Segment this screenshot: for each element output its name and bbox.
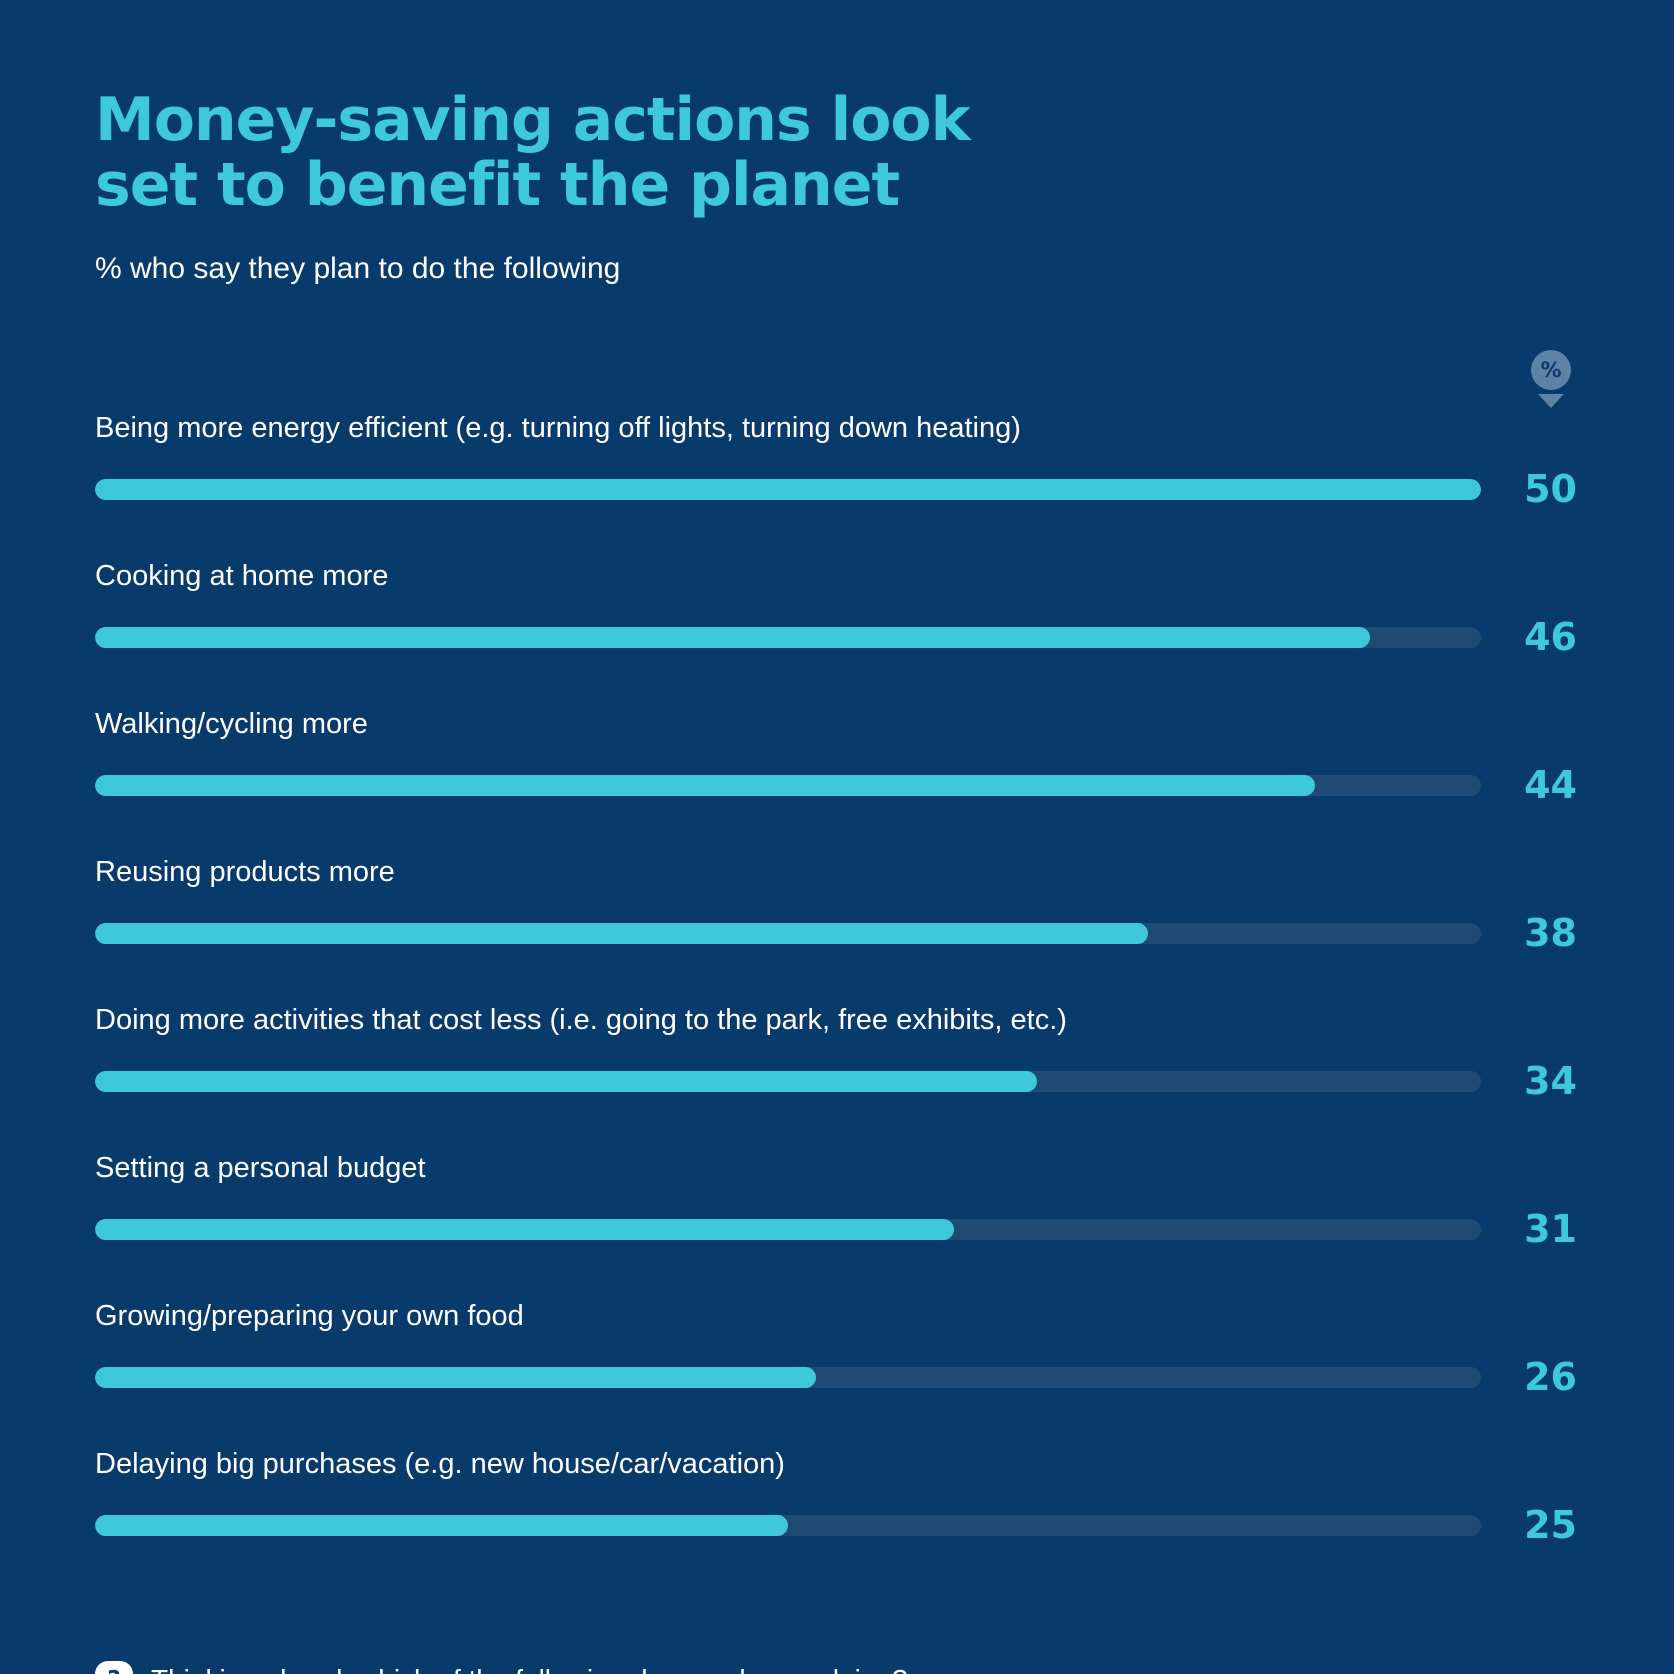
- bar-track-line: 50: [95, 467, 1577, 511]
- bar-track: [95, 1218, 1481, 1240]
- bar-fill: [95, 1070, 1038, 1092]
- page-title: Money-saving actions look set to benefit …: [95, 88, 1577, 218]
- bar-value: 26: [1524, 1355, 1577, 1399]
- bar-track: [95, 1070, 1481, 1092]
- bar-value: 46: [1524, 615, 1577, 659]
- bar-label: Delaying big purchases (e.g. new house/c…: [95, 1448, 785, 1480]
- bar-track: [95, 774, 1481, 796]
- bar-track: [95, 478, 1481, 500]
- bar-value: 34: [1524, 1059, 1577, 1103]
- bar-label: Reusing products more: [95, 856, 395, 888]
- bar-track: [95, 1514, 1481, 1536]
- bar-row: Reusing products more 38: [95, 854, 1577, 955]
- bar-track-line: 38: [95, 911, 1577, 955]
- bar-label: Cooking at home more: [95, 560, 389, 592]
- bar-value: 31: [1524, 1207, 1577, 1251]
- bar-fill: [95, 626, 1371, 648]
- question-mark-icon: ?: [95, 1661, 133, 1674]
- bar-value: 50: [1524, 467, 1577, 511]
- percent-pin-icon: %: [1503, 350, 1599, 408]
- bar-fill: [95, 922, 1149, 944]
- bar-row: Cooking at home more 46: [95, 558, 1577, 659]
- bar-label: Doing more activities that cost less (i.…: [95, 1004, 1067, 1036]
- question-glyph: ?: [107, 1667, 120, 1674]
- bar-fill: [95, 1514, 788, 1536]
- bar-track: [95, 1366, 1481, 1388]
- bar-label: Being more energy efficient (e.g. turnin…: [95, 412, 1021, 444]
- bar-track-line: 26: [95, 1355, 1577, 1399]
- bar-label: Setting a personal budget: [95, 1152, 426, 1184]
- bar-track-line: 46: [95, 615, 1577, 659]
- bar-row: Doing more activities that cost less (i.…: [95, 1002, 1577, 1103]
- bar-track: [95, 626, 1481, 648]
- bar-row: Delaying big purchases (e.g. new house/c…: [95, 1446, 1577, 1547]
- title-line-2: set to benefit the planet: [95, 150, 900, 220]
- footer: ? Thinking ahead, which of the following…: [95, 1661, 1577, 1674]
- bar-row: Setting a personal budget 31: [95, 1150, 1577, 1251]
- bar-label: Walking/cycling more: [95, 708, 368, 740]
- bar-row: Growing/preparing your own food 26: [95, 1298, 1577, 1399]
- bar-value: 25: [1524, 1503, 1577, 1547]
- title-line-1: Money-saving actions look: [95, 85, 971, 155]
- header: Money-saving actions look set to benefit …: [95, 88, 1577, 288]
- percent-badge: %: [1531, 350, 1571, 390]
- bar-fill: [95, 1366, 816, 1388]
- bar-value: 38: [1524, 911, 1577, 955]
- bar-label: Growing/preparing your own food: [95, 1300, 524, 1332]
- bar-fill: [95, 1218, 955, 1240]
- bar-value: 44: [1524, 763, 1577, 807]
- survey-question-row: ? Thinking ahead, which of the following…: [95, 1661, 1577, 1674]
- pin-pointer-icon: [1538, 394, 1564, 408]
- bar-chart: Being more energy efficient (e.g. turnin…: [95, 410, 1577, 1547]
- bar-fill: [95, 774, 1315, 796]
- survey-question-text: Thinking ahead, which of the following d…: [151, 1664, 908, 1674]
- bar-track-line: 44: [95, 763, 1577, 807]
- bar-fill: [95, 478, 1481, 500]
- bar-track-line: 34: [95, 1059, 1577, 1103]
- bar-track-line: 31: [95, 1207, 1577, 1251]
- bar-row: Being more energy efficient (e.g. turnin…: [95, 410, 1577, 511]
- bar-track-line: 25: [95, 1503, 1577, 1547]
- bar-track: [95, 922, 1481, 944]
- bar-row: Walking/cycling more 44: [95, 706, 1577, 807]
- chart-subtitle: % who say they plan to do the following: [95, 252, 621, 285]
